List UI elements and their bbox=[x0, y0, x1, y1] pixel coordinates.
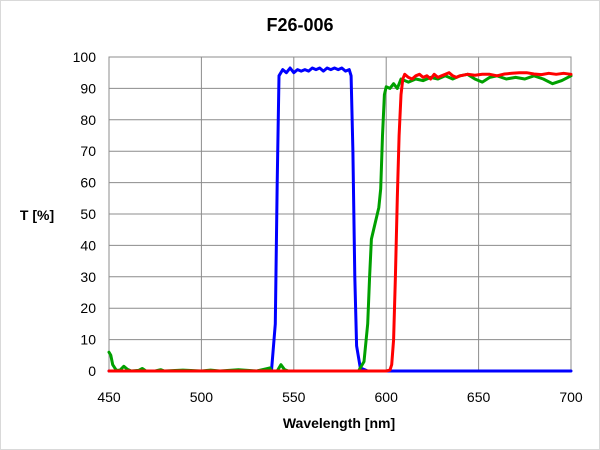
y-tick-label: 100 bbox=[73, 49, 97, 65]
x-tick-label: 700 bbox=[559, 389, 583, 405]
x-axis-label: Wavelength [nm] bbox=[283, 415, 395, 431]
x-tick-label: 650 bbox=[467, 389, 491, 405]
y-axis-label: T [%] bbox=[20, 207, 54, 223]
y-tick-label: 40 bbox=[80, 237, 96, 253]
y-tick-label: 0 bbox=[88, 363, 96, 379]
y-tick-label: 20 bbox=[80, 300, 96, 316]
x-tick-label: 450 bbox=[97, 389, 121, 405]
y-tick-label: 90 bbox=[80, 80, 96, 96]
y-tick-label: 30 bbox=[80, 269, 96, 285]
y-tick-label: 60 bbox=[80, 175, 96, 191]
y-tick-label: 50 bbox=[80, 206, 96, 222]
y-tick-label: 10 bbox=[80, 332, 96, 348]
y-tick-labels: 0 10 20 30 40 50 60 70 80 90 100 bbox=[73, 49, 97, 379]
series-line-3 bbox=[107, 71, 573, 373]
x-tick-label: 600 bbox=[375, 389, 399, 405]
y-tick-label: 70 bbox=[80, 143, 96, 159]
x-tick-label: 550 bbox=[282, 389, 306, 405]
series-line-1 bbox=[107, 66, 573, 373]
y-tick-label: 80 bbox=[80, 112, 96, 128]
chart-title: F26-006 bbox=[266, 15, 333, 35]
series-line-2 bbox=[107, 72, 573, 373]
x-tick-label: 500 bbox=[190, 389, 214, 405]
x-tick-labels: 450 500 550 600 650 700 bbox=[97, 389, 583, 405]
grid bbox=[108, 56, 572, 372]
data-series bbox=[107, 66, 573, 373]
